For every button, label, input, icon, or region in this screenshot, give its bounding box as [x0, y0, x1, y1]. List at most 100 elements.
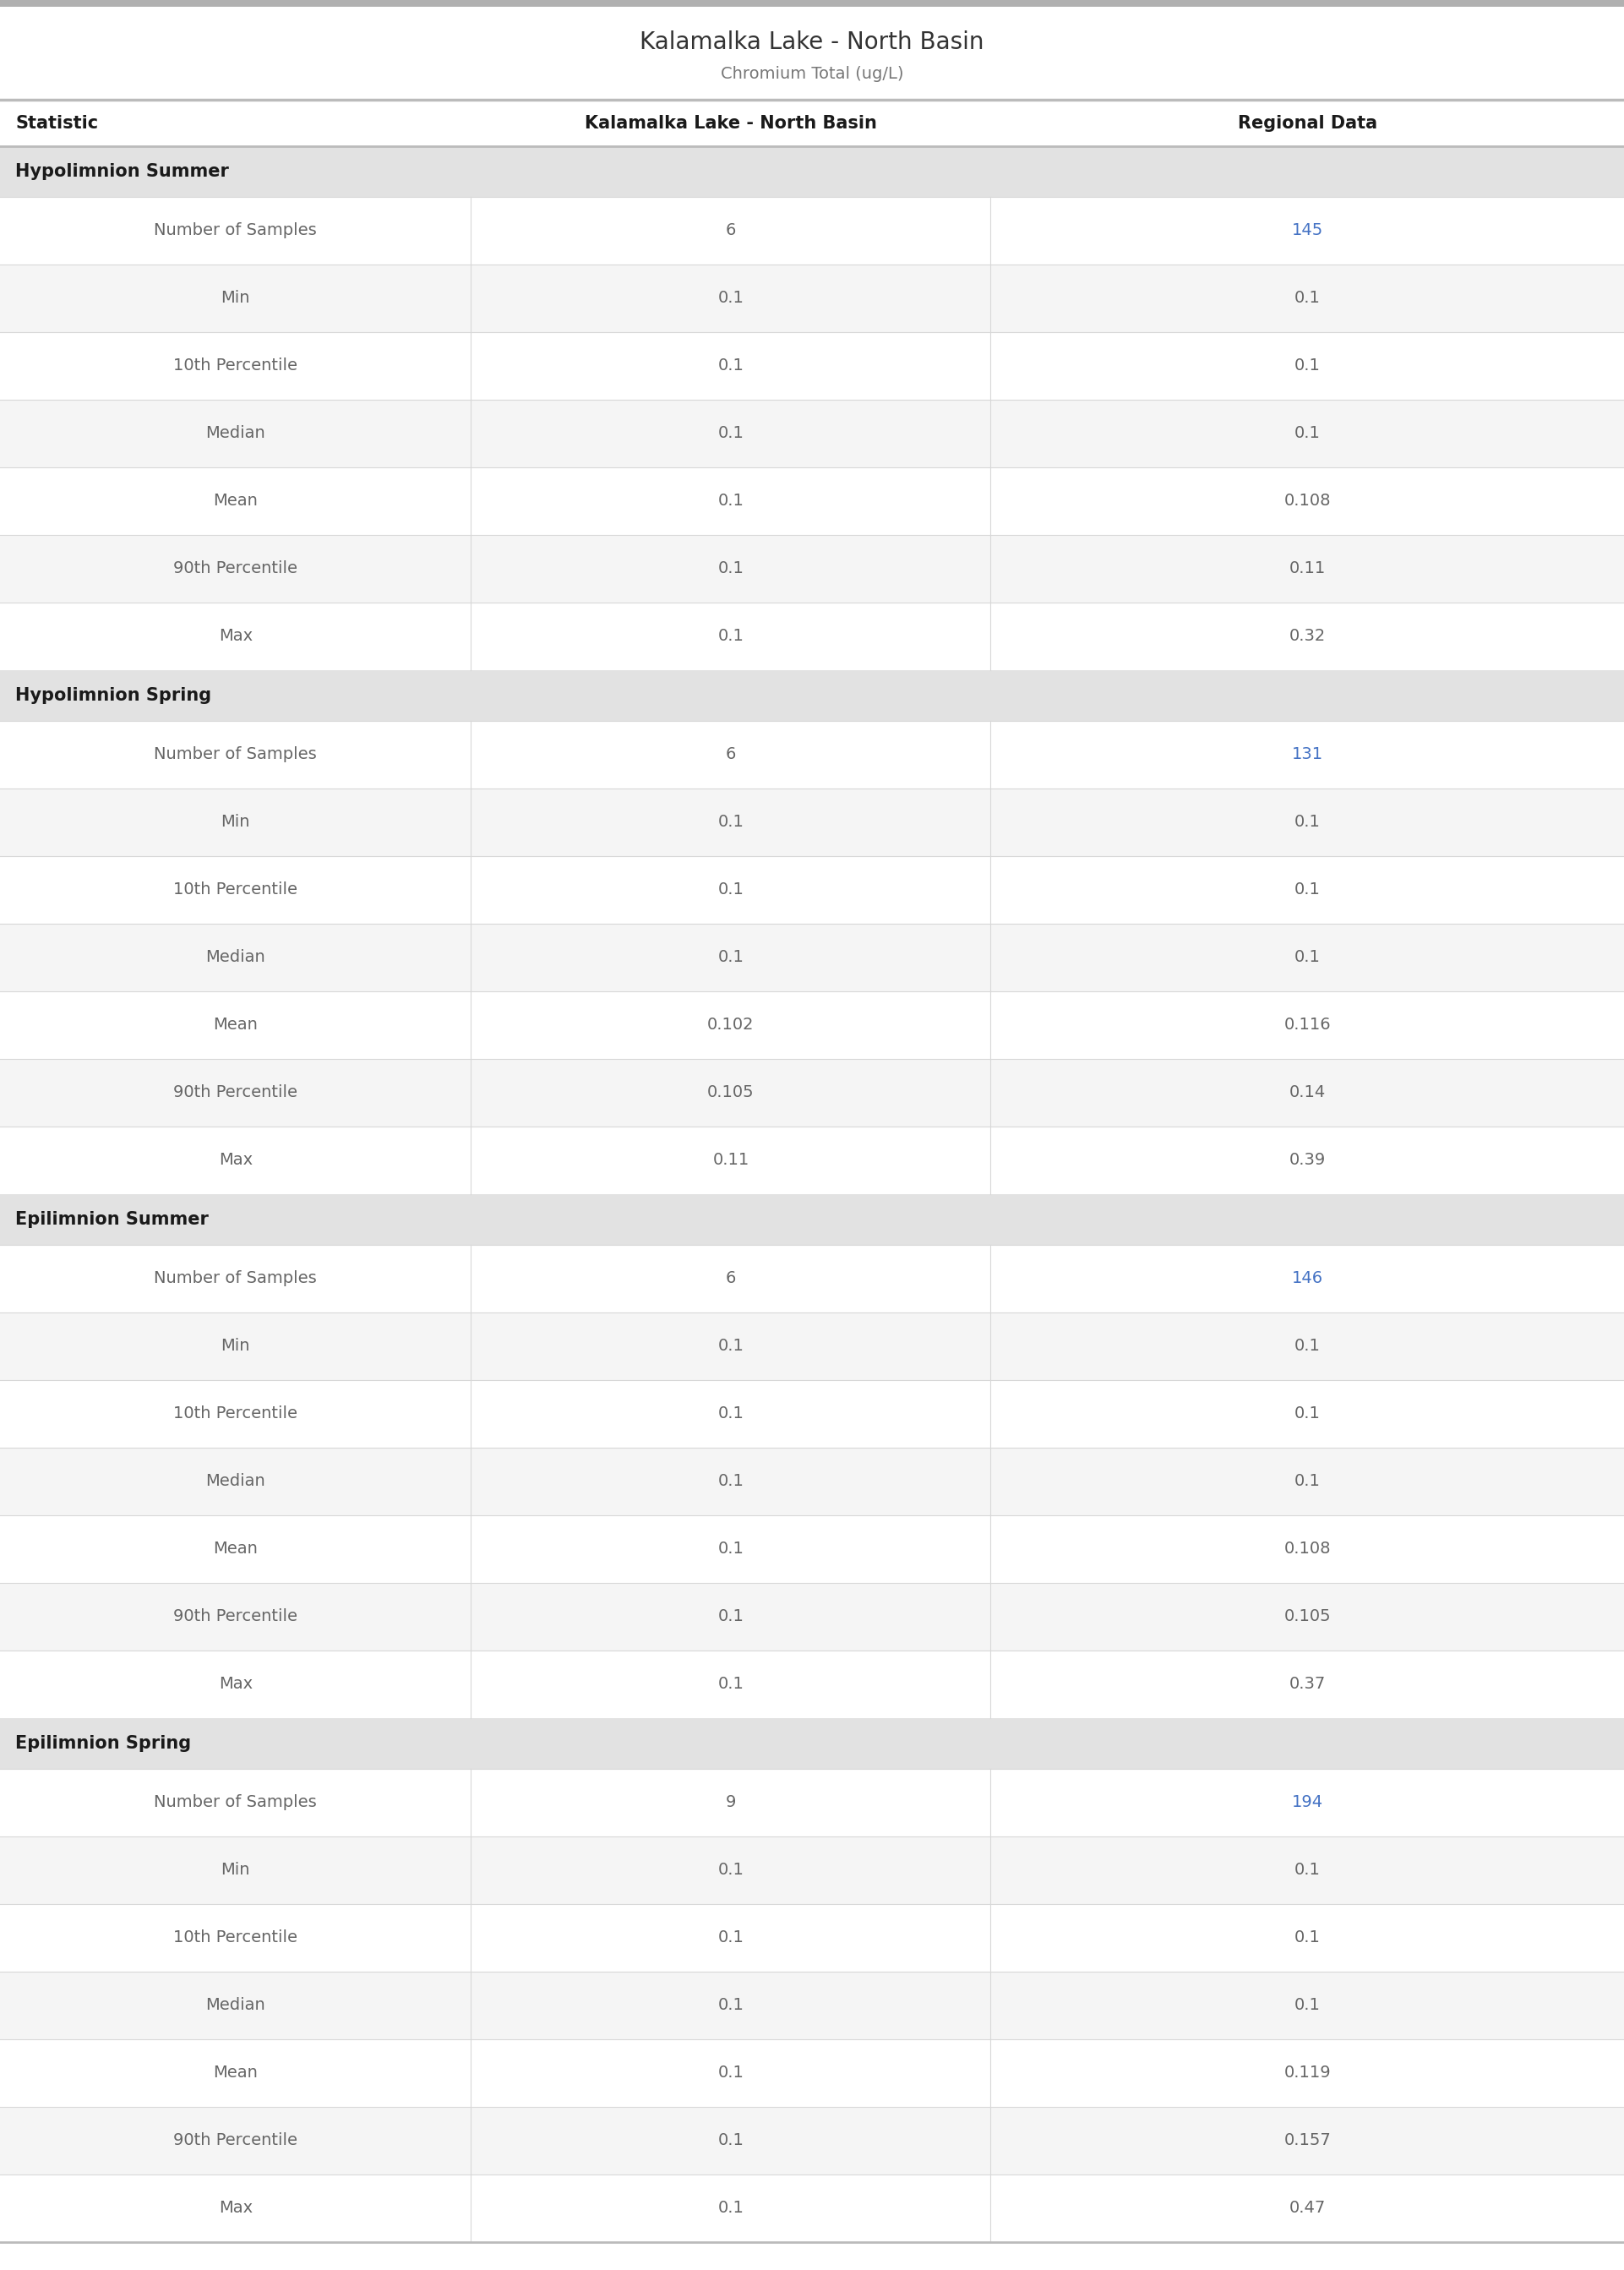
Text: 0.1: 0.1 [718, 1609, 744, 1625]
Text: Mean: Mean [213, 493, 258, 508]
Text: 0.1: 0.1 [718, 561, 744, 577]
Text: 0.1: 0.1 [718, 815, 744, 831]
Text: Statistic: Statistic [15, 114, 97, 132]
Bar [0, 1244, 1624, 1312]
Text: Max: Max [219, 1675, 252, 1693]
Text: 9: 9 [726, 1796, 736, 1811]
Bar [0, 788, 1624, 856]
Text: 0.105: 0.105 [708, 1085, 754, 1101]
Text: Chromium Total (ug/L): Chromium Total (ug/L) [721, 66, 903, 82]
Text: 0.32: 0.32 [1289, 629, 1325, 645]
Text: 0.105: 0.105 [1285, 1609, 1330, 1625]
Text: Median: Median [206, 949, 265, 965]
Text: 0.1: 0.1 [1294, 359, 1320, 375]
Text: 131: 131 [1291, 747, 1324, 763]
Text: 194: 194 [1291, 1796, 1324, 1811]
Text: Min: Min [221, 815, 250, 831]
Text: Kalamalka Lake - North Basin: Kalamalka Lake - North Basin [640, 30, 984, 54]
Bar [0, 1768, 1624, 1836]
Text: Number of Samples: Number of Samples [154, 747, 317, 763]
Text: 0.1: 0.1 [1294, 1473, 1320, 1489]
Text: 0.1: 0.1 [718, 629, 744, 645]
Bar [0, 197, 1624, 266]
Text: 10th Percentile: 10th Percentile [174, 881, 297, 899]
Text: 0.1: 0.1 [1294, 1405, 1320, 1421]
Text: Kalamalka Lake - North Basin: Kalamalka Lake - North Basin [585, 114, 877, 132]
Text: 10th Percentile: 10th Percentile [174, 359, 297, 375]
Text: 0.1: 0.1 [718, 881, 744, 899]
Text: Epilimnion Spring: Epilimnion Spring [15, 1734, 192, 1752]
Text: Min: Min [221, 1339, 250, 1355]
Bar [0, 400, 1624, 468]
Bar [0, 331, 1624, 400]
Text: Epilimnion Summer: Epilimnion Summer [15, 1212, 208, 1228]
Text: 0.1: 0.1 [718, 1675, 744, 1693]
Text: 0.1: 0.1 [718, 1541, 744, 1557]
Text: 0.108: 0.108 [1285, 493, 1330, 508]
Bar [0, 1973, 1624, 2038]
Bar [0, 1836, 1624, 1905]
Bar [0, 468, 1624, 536]
Text: 0.116: 0.116 [1285, 1017, 1330, 1033]
Text: 0.1: 0.1 [718, 2134, 744, 2150]
Text: 146: 146 [1291, 1271, 1324, 1287]
Text: Median: Median [206, 1998, 265, 2013]
Text: 0.47: 0.47 [1289, 2200, 1325, 2216]
Text: 90th Percentile: 90th Percentile [174, 561, 297, 577]
Bar [0, 100, 1624, 145]
Text: 0.1: 0.1 [1294, 1998, 1320, 2013]
Text: Hypolimnion Summer: Hypolimnion Summer [15, 163, 229, 179]
Text: Mean: Mean [213, 1541, 258, 1557]
Bar [0, 2175, 1624, 2243]
Text: Number of Samples: Number of Samples [154, 1796, 317, 1811]
Bar [0, 1448, 1624, 1516]
Bar [0, 670, 1624, 722]
Text: 0.1: 0.1 [718, 2066, 744, 2082]
Text: Number of Samples: Number of Samples [154, 1271, 317, 1287]
Bar [0, 0, 1624, 7]
Text: 90th Percentile: 90th Percentile [174, 1085, 297, 1101]
Bar [0, 722, 1624, 788]
Text: Max: Max [219, 629, 252, 645]
Text: Min: Min [221, 1861, 250, 1877]
Text: 10th Percentile: 10th Percentile [174, 1930, 297, 1945]
Text: 0.157: 0.157 [1283, 2134, 1332, 2150]
Text: 0.1: 0.1 [718, 291, 744, 306]
Bar [0, 7, 1624, 100]
Text: 6: 6 [726, 1271, 736, 1287]
Text: 145: 145 [1291, 222, 1324, 238]
Bar [0, 1718, 1624, 1768]
Text: Max: Max [219, 2200, 252, 2216]
Bar [0, 2038, 1624, 2107]
Text: Regional Data: Regional Data [1237, 114, 1377, 132]
Text: 0.1: 0.1 [1294, 1930, 1320, 1945]
Text: 0.1: 0.1 [718, 1861, 744, 1877]
Text: 0.14: 0.14 [1289, 1085, 1325, 1101]
Text: Mean: Mean [213, 2066, 258, 2082]
Text: Median: Median [206, 1473, 265, 1489]
Text: 0.1: 0.1 [1294, 291, 1320, 306]
Text: 0.1: 0.1 [1294, 1339, 1320, 1355]
Bar [0, 1312, 1624, 1380]
Text: 0.1: 0.1 [1294, 424, 1320, 443]
Text: 90th Percentile: 90th Percentile [174, 1609, 297, 1625]
Text: 0.1: 0.1 [1294, 881, 1320, 899]
Bar [0, 2107, 1624, 2175]
Text: Min: Min [221, 291, 250, 306]
Bar [0, 536, 1624, 602]
Text: 0.1: 0.1 [718, 493, 744, 508]
Text: 90th Percentile: 90th Percentile [174, 2134, 297, 2150]
Text: 0.39: 0.39 [1289, 1153, 1325, 1169]
Text: 0.1: 0.1 [718, 1473, 744, 1489]
Text: 0.1: 0.1 [1294, 1861, 1320, 1877]
Text: 0.1: 0.1 [1294, 949, 1320, 965]
Bar [0, 266, 1624, 331]
Text: 0.1: 0.1 [718, 1930, 744, 1945]
Text: 0.1: 0.1 [718, 949, 744, 965]
Text: Median: Median [206, 424, 265, 443]
Bar [0, 145, 1624, 197]
Text: Max: Max [219, 1153, 252, 1169]
Bar [0, 602, 1624, 670]
Bar [0, 1380, 1624, 1448]
Text: 0.1: 0.1 [718, 2200, 744, 2216]
